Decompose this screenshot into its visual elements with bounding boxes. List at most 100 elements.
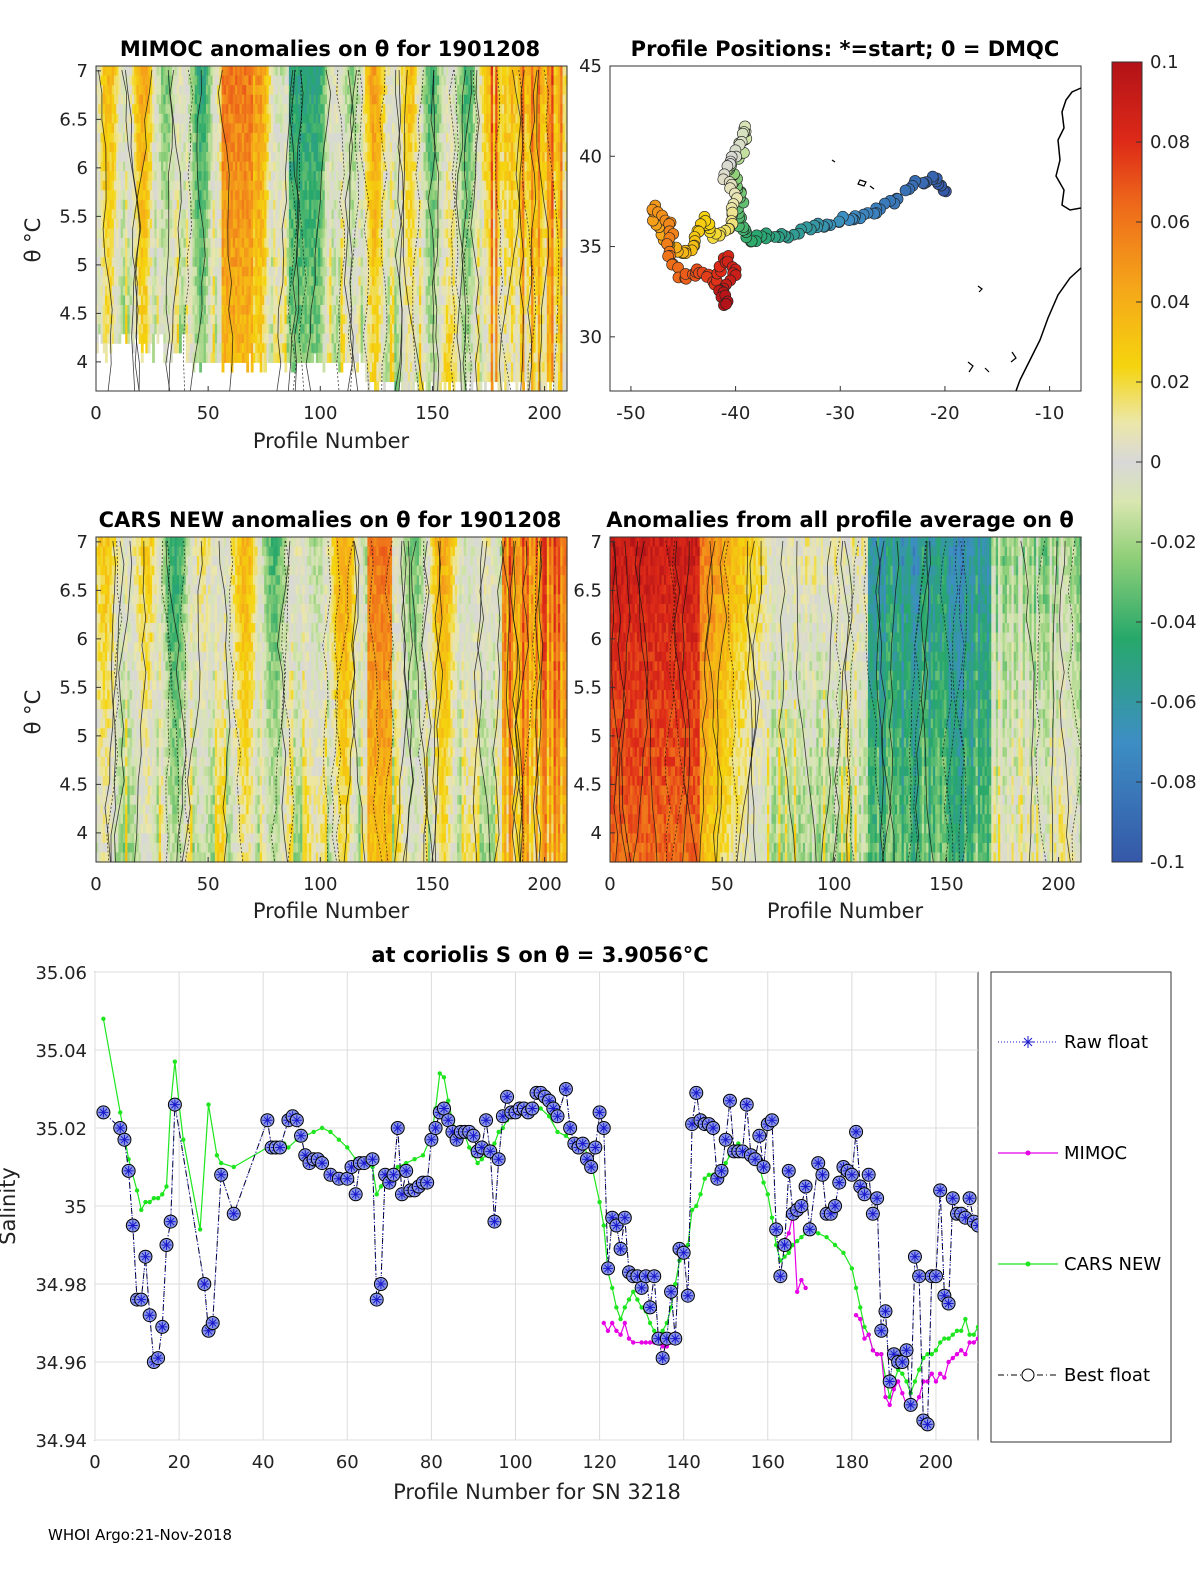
heat-cell xyxy=(439,371,442,383)
heat-cell xyxy=(235,209,238,220)
heat-cell xyxy=(127,304,131,316)
heat-cell xyxy=(405,85,409,96)
heat-cell xyxy=(192,362,196,373)
heat-cell xyxy=(261,180,265,191)
heat-cell xyxy=(104,257,108,268)
heat-cell xyxy=(145,190,149,201)
heat-cell xyxy=(156,180,160,191)
heat-cell xyxy=(407,104,411,115)
heat-cell xyxy=(181,228,185,239)
heat-cell xyxy=(360,75,364,86)
heat-cell xyxy=(443,113,447,124)
heat-cell xyxy=(430,352,434,363)
heat-cell xyxy=(423,66,427,77)
heat-cell xyxy=(261,295,265,306)
heat-cell xyxy=(210,333,214,344)
heat-cell xyxy=(178,333,182,344)
heat-cell xyxy=(268,104,272,115)
heat-cell xyxy=(430,85,434,96)
heat-cell xyxy=(293,161,297,172)
heat-cell xyxy=(392,218,395,230)
heat-cell xyxy=(109,171,113,182)
heat-cell xyxy=(235,266,238,277)
heat-cell xyxy=(154,266,158,277)
heat-cell xyxy=(396,218,400,230)
heat-cell xyxy=(275,333,279,344)
heat-cell xyxy=(239,209,243,220)
heat-cell xyxy=(250,66,254,77)
heat-cell xyxy=(257,314,261,325)
heat-cell xyxy=(96,333,99,344)
heat-cell xyxy=(118,66,122,77)
heat-cell xyxy=(205,304,209,316)
heat-cell xyxy=(214,238,218,249)
heat-cell xyxy=(208,94,211,105)
heat-cell xyxy=(297,209,301,220)
heat-cell xyxy=(257,218,261,230)
heat-cell xyxy=(208,190,211,201)
heat-cell xyxy=(219,324,223,335)
heat-cell xyxy=(322,276,326,287)
heat-cell xyxy=(333,132,337,144)
heat-cell xyxy=(196,257,200,268)
heat-cell xyxy=(185,94,189,105)
heat-cell xyxy=(178,180,182,191)
heat-cell xyxy=(362,295,366,306)
heat-cell xyxy=(291,295,294,306)
heat-cell xyxy=(322,180,326,191)
heat-cell xyxy=(253,343,256,354)
heat-cell xyxy=(398,333,402,344)
heat-cell xyxy=(403,75,407,86)
heat-cell xyxy=(223,113,227,124)
heat-cell xyxy=(228,94,232,105)
heat-cell xyxy=(154,75,158,86)
heat-cell xyxy=(111,190,115,201)
heat-cell xyxy=(383,94,386,105)
heat-cell xyxy=(221,66,225,77)
heat-cell xyxy=(270,190,274,201)
heat-cell xyxy=(421,171,425,182)
heat-cell xyxy=(302,238,306,249)
heat-cell xyxy=(172,304,176,316)
heat-cell xyxy=(199,333,203,344)
heat-cell xyxy=(380,123,384,134)
heat-cell xyxy=(335,276,339,287)
heat-cell xyxy=(268,190,272,201)
heat-cell xyxy=(116,180,120,191)
heat-cell xyxy=(322,362,326,373)
heat-cell xyxy=(315,295,319,306)
heat-cell xyxy=(145,161,149,172)
heat-cell xyxy=(418,152,422,163)
heat-cell xyxy=(259,238,263,249)
heat-cell xyxy=(111,104,115,115)
heat-cell xyxy=(450,285,454,297)
heat-cell xyxy=(403,362,407,373)
heat-cell xyxy=(371,75,375,86)
heat-cell xyxy=(266,295,270,306)
heat-cell xyxy=(241,180,245,191)
heat-cell xyxy=(165,228,169,239)
heat-cell xyxy=(255,343,259,354)
heat-cell xyxy=(394,276,398,287)
heat-cell xyxy=(147,142,151,153)
heat-cell xyxy=(282,113,285,124)
heat-cell xyxy=(257,190,261,201)
heat-cell xyxy=(221,285,225,297)
heat-cell xyxy=(450,343,454,354)
heat-cell xyxy=(205,104,209,115)
heat-cell xyxy=(125,304,128,316)
heat-cell xyxy=(183,123,187,134)
heat-cell xyxy=(246,295,250,306)
heat-cell xyxy=(450,190,454,201)
heat-cell xyxy=(313,113,317,124)
heat-cell xyxy=(96,152,99,163)
heat-cell xyxy=(293,142,297,153)
heat-cell xyxy=(293,257,297,268)
heat-cell xyxy=(255,238,259,249)
heat-cell xyxy=(416,94,420,105)
heat-cell xyxy=(129,295,133,306)
heat-cell xyxy=(418,75,422,86)
heat-cell xyxy=(100,161,104,172)
heat-cell xyxy=(154,171,158,182)
heat-cell xyxy=(147,113,151,124)
